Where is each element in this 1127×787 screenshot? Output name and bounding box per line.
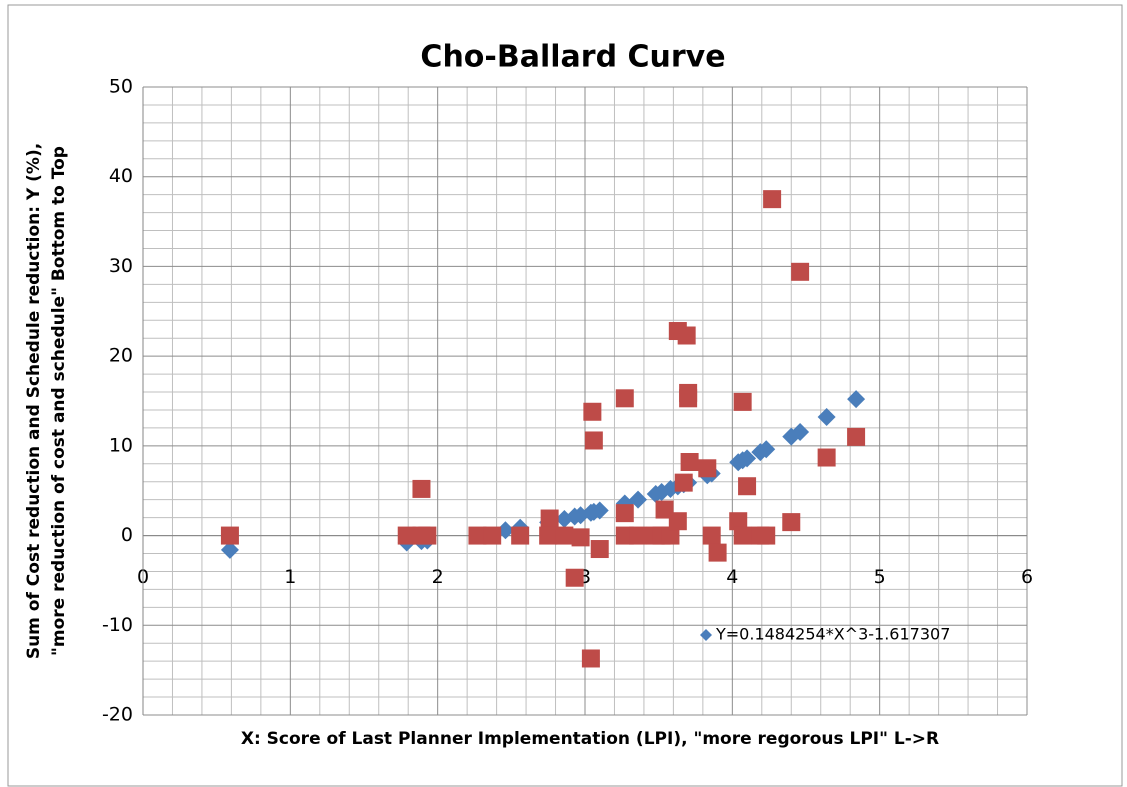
y-tick-label: 0 xyxy=(121,524,133,546)
point xyxy=(757,526,776,545)
chart-border xyxy=(7,4,1123,787)
y-tick-label: 20 xyxy=(109,345,133,367)
chart-title: Cho-Ballard Curve xyxy=(420,40,725,75)
y-tick-label: -20 xyxy=(102,704,133,726)
point xyxy=(468,526,487,545)
legend-label: Y=0.1484254*X^3-1.617307 xyxy=(715,625,950,644)
y-tick-label: -10 xyxy=(102,614,133,636)
point xyxy=(680,453,699,472)
point xyxy=(661,526,680,545)
y-axis-title: Sum of Cost reduction and Schedule reduc… xyxy=(24,143,69,659)
point xyxy=(483,526,502,545)
point xyxy=(698,459,717,478)
point xyxy=(817,408,836,427)
x-tick-label: 2 xyxy=(432,566,444,588)
point xyxy=(590,501,609,520)
point xyxy=(511,526,530,545)
x-tick-label: 5 xyxy=(874,566,886,588)
point xyxy=(615,494,634,513)
point xyxy=(708,543,727,562)
point xyxy=(581,649,600,668)
point xyxy=(418,526,437,545)
point xyxy=(220,526,239,545)
point xyxy=(738,477,757,496)
point xyxy=(220,540,239,559)
point xyxy=(702,526,721,545)
y-tick-label: 10 xyxy=(109,434,133,456)
point xyxy=(674,473,693,492)
point xyxy=(847,390,866,409)
x-tick-label: 1 xyxy=(284,566,296,588)
point xyxy=(733,526,752,545)
point xyxy=(615,389,634,408)
legend-marker xyxy=(700,629,712,641)
point xyxy=(584,431,603,450)
point xyxy=(677,326,696,345)
point xyxy=(629,490,648,509)
point xyxy=(412,479,431,498)
y-axis-title-line: Sum of Cost reduction and Schedule reduc… xyxy=(24,143,44,659)
point xyxy=(571,528,590,547)
point xyxy=(615,504,634,523)
point xyxy=(817,448,836,467)
point xyxy=(565,568,584,587)
point xyxy=(733,392,752,411)
point xyxy=(791,422,810,441)
point xyxy=(763,190,782,209)
x-tick-label: 6 xyxy=(1021,566,1033,588)
point xyxy=(397,526,416,545)
point xyxy=(539,526,558,545)
y-axis-title-line: "more reduction of cost and schedule" Bo… xyxy=(49,146,69,656)
point xyxy=(791,262,810,281)
point xyxy=(583,402,602,421)
point xyxy=(540,509,559,528)
point xyxy=(729,512,748,531)
y-tick-label: 50 xyxy=(109,76,133,98)
y-tick-label: 30 xyxy=(109,255,133,277)
point xyxy=(679,389,698,408)
x-axis-title: X: Score of Last Planner Implementation … xyxy=(241,729,939,749)
point xyxy=(555,526,574,545)
point xyxy=(668,512,687,531)
point xyxy=(738,449,757,468)
x-tick-label: 4 xyxy=(726,566,738,588)
point xyxy=(847,427,866,446)
point xyxy=(590,540,609,559)
point xyxy=(629,526,648,545)
point xyxy=(782,513,801,532)
point xyxy=(757,440,776,459)
y-tick-label: 40 xyxy=(109,165,133,187)
